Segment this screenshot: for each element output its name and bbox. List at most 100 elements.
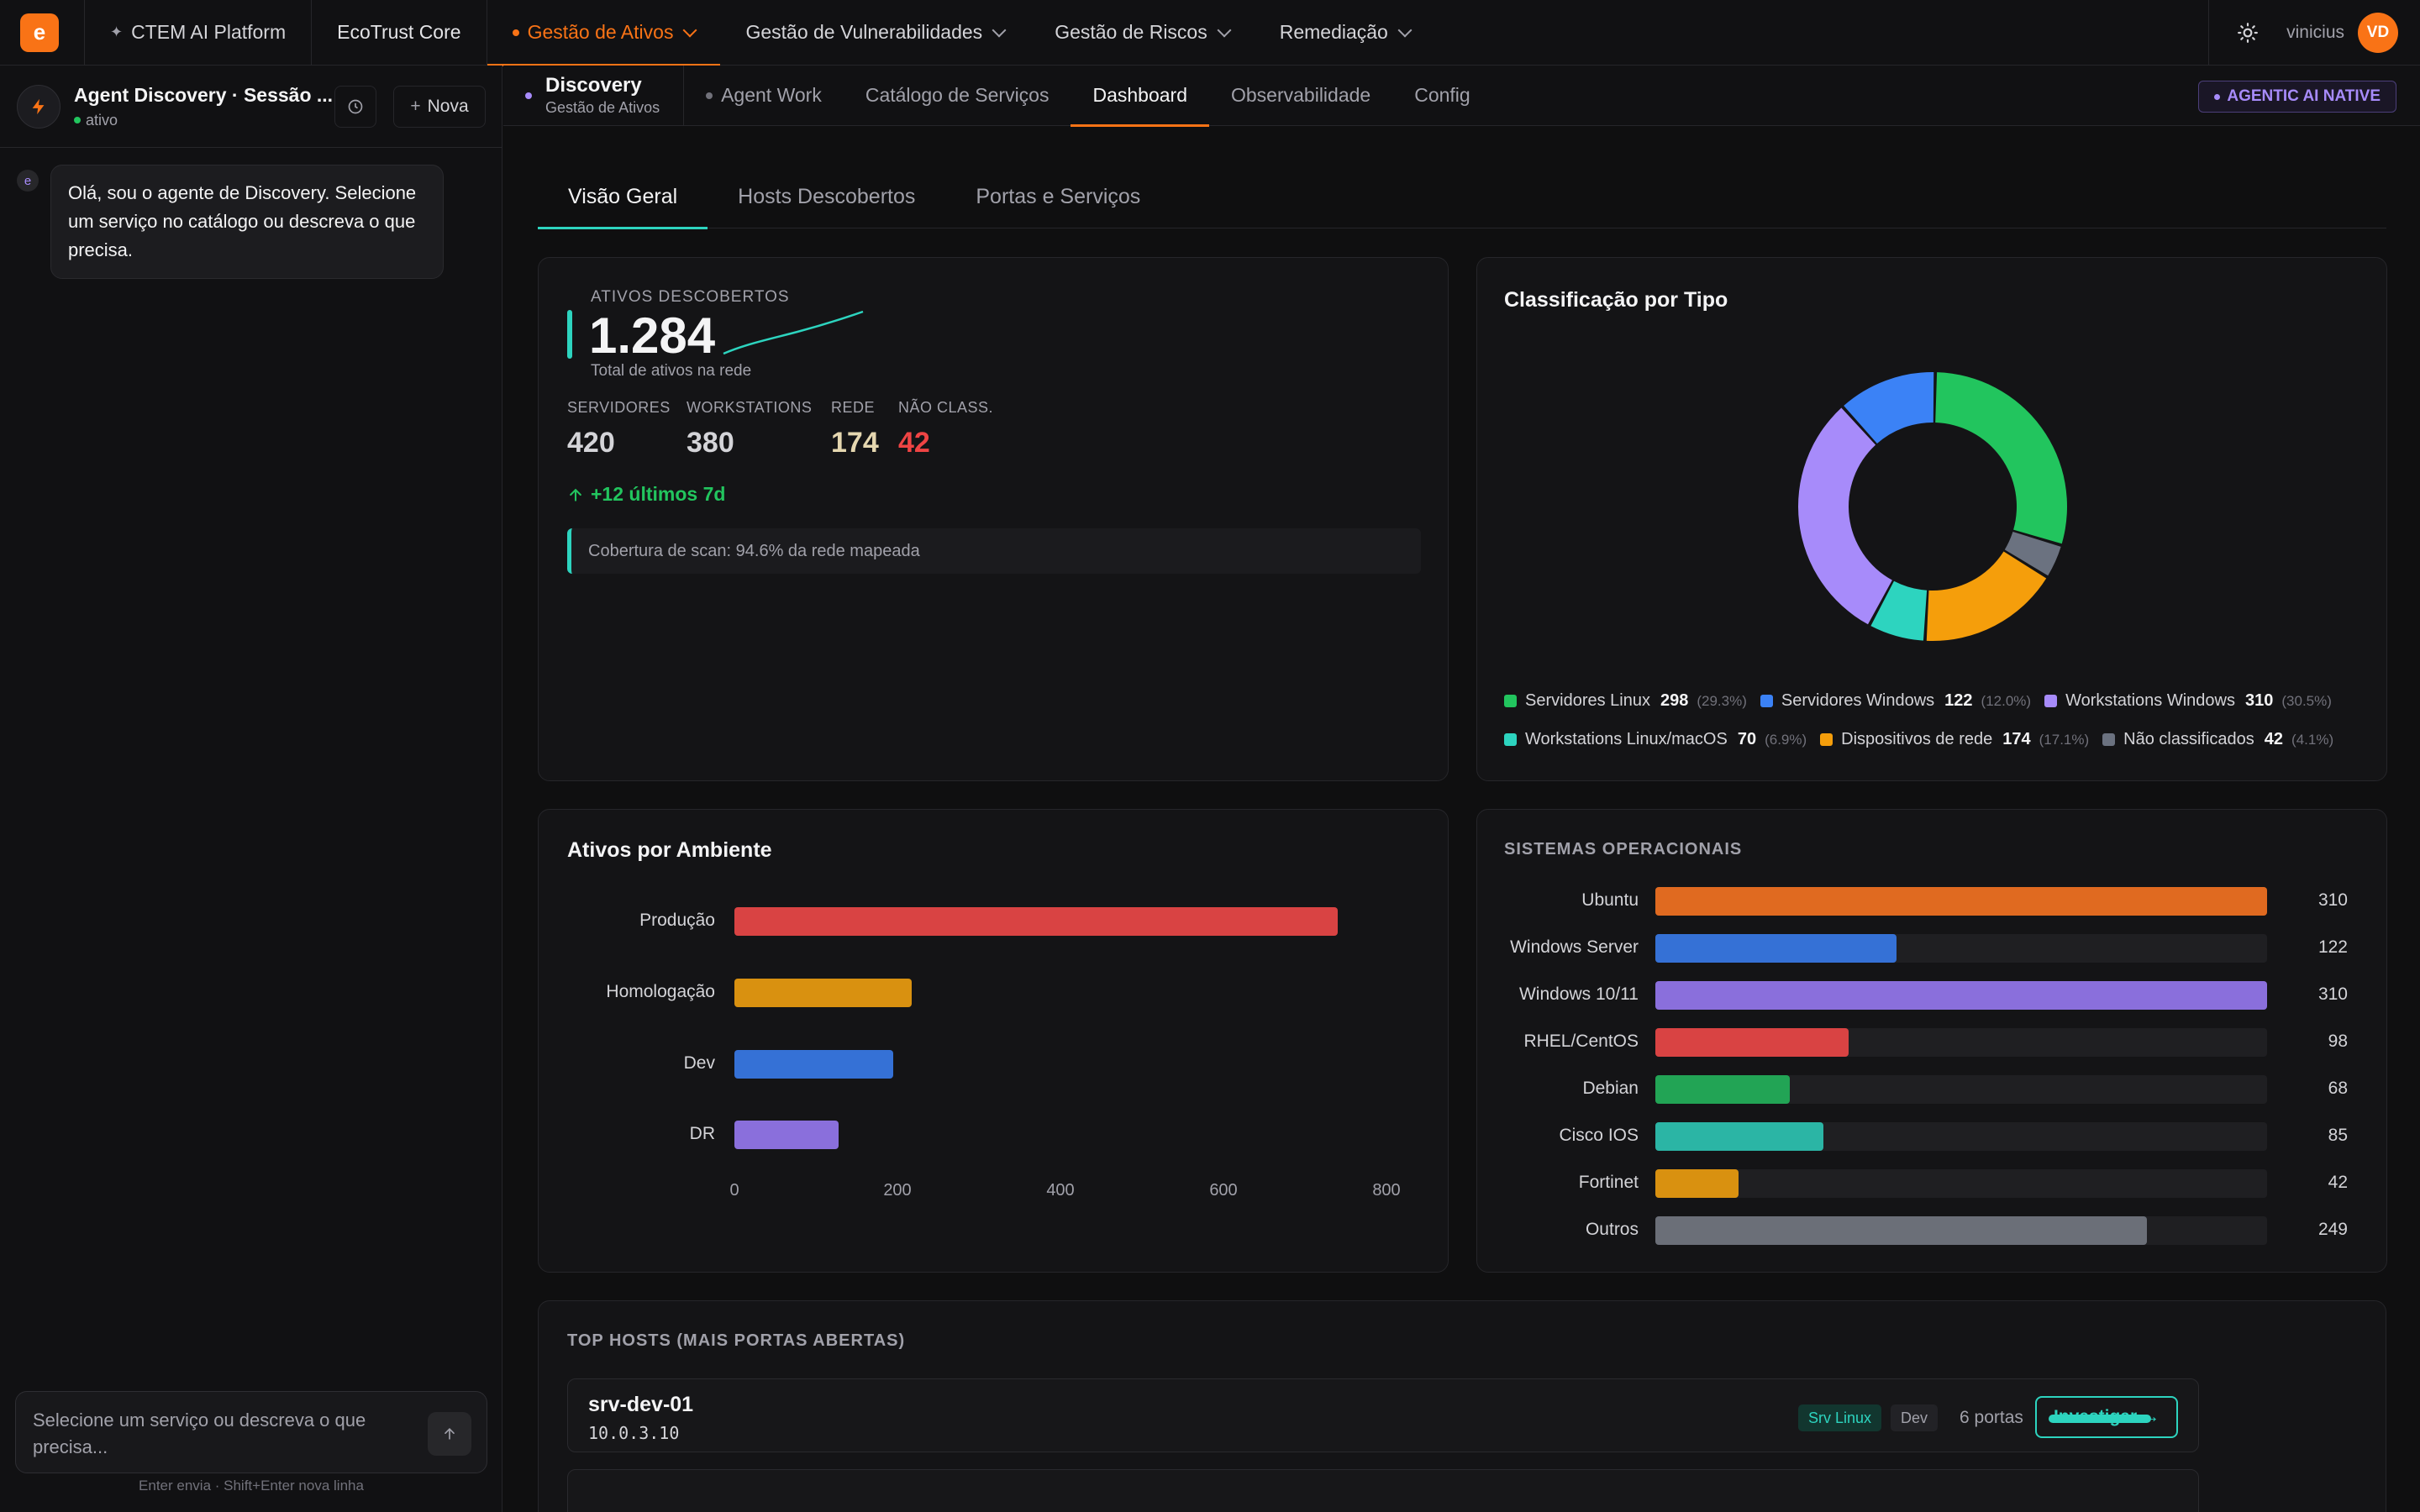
subnav-config[interactable]: Config bbox=[1414, 84, 1470, 106]
os-label-3: RHEL/CentOS bbox=[1523, 1032, 1639, 1051]
ports-bar bbox=[2049, 1415, 2151, 1423]
legend-servidores-linux: Servidores Linux 298 (29.3%) bbox=[1504, 691, 1747, 711]
os-chart-title: SISTEMAS OPERACIONAIS bbox=[1504, 840, 1743, 858]
donut-slice-servidores-linux[interactable] bbox=[1935, 372, 2067, 544]
env-bar-2[interactable] bbox=[734, 1050, 894, 1079]
legend-servidores-windows: Servidores Windows 122 (12.0%) bbox=[1760, 691, 2031, 711]
os-value-1: 122 bbox=[2317, 937, 2348, 957]
nav-ctem-ai-platform[interactable]: ✦ CTEM AI Platform bbox=[110, 21, 287, 43]
new-session-button[interactable]: + Nova bbox=[393, 86, 486, 128]
env-bar-chart: Produção Homologação Dev DR 0 200 400 600 800 bbox=[539, 810, 1449, 1273]
subnav-agent-work[interactable]: Agent Work bbox=[684, 66, 844, 126]
clock-icon bbox=[348, 99, 363, 114]
os-label-1: Windows Server bbox=[1510, 937, 1639, 957]
nav-gestao-de-riscos[interactable]: Gestão de Riscos bbox=[1029, 0, 1255, 66]
agent-panel: Agent Discovery · Sessão ... ativo + Nov… bbox=[0, 66, 502, 1512]
env-x-tick: 0 bbox=[729, 1181, 739, 1200]
nav-remediacao[interactable]: Remediação bbox=[1255, 0, 1435, 66]
os-label-4: Debian bbox=[1582, 1079, 1639, 1098]
os-card: SISTEMAS OPERACIONAIS Ubuntu 310 Windows S… bbox=[1476, 809, 2387, 1273]
os-bar-track-7 bbox=[1655, 1216, 2267, 1245]
user-avatar[interactable]: VD bbox=[2358, 12, 2398, 53]
donut-title: Classificação por Tipo bbox=[1504, 288, 1728, 312]
kpi-value: 1.284 bbox=[589, 307, 716, 364]
os-bar-chart: Ubuntu 310 Windows Server 122 Windows 10/11 3… bbox=[1477, 810, 2388, 1273]
os-bar-0[interactable] bbox=[1655, 887, 2267, 916]
donut-slice-servidores-windows[interactable] bbox=[1844, 372, 1934, 444]
os-bar-4[interactable] bbox=[1655, 1075, 1790, 1104]
nav-gestao-de-vulnerabilidades[interactable]: Gestão de Vulnerabilidades bbox=[720, 0, 1029, 66]
os-value-5: 85 bbox=[2328, 1126, 2348, 1145]
mini-stat-rede: REDE 174 bbox=[831, 399, 879, 459]
lightning-icon bbox=[17, 84, 60, 129]
theme-toggle-button[interactable] bbox=[2228, 13, 2268, 53]
env-label-2: Dev bbox=[683, 1053, 715, 1073]
host-name: srv-dev-01 bbox=[588, 1393, 694, 1416]
history-button[interactable] bbox=[334, 86, 376, 128]
os-value-6: 42 bbox=[2328, 1173, 2348, 1192]
os-label-6: Fortinet bbox=[1578, 1173, 1639, 1192]
os-value-3: 98 bbox=[2328, 1032, 2348, 1051]
app-logo[interactable]: e bbox=[20, 13, 59, 52]
mini-stat-servidores: SERVIDORES 420 bbox=[567, 399, 671, 459]
legend-workstations-windows: Workstations Windows 310 (30.5%) bbox=[2044, 691, 2332, 711]
os-bar-6[interactable] bbox=[1655, 1169, 1739, 1198]
nav-ecotrust-core[interactable]: EcoTrust Core bbox=[337, 21, 461, 43]
donut-slice-workstations-windows[interactable] bbox=[1798, 407, 1892, 625]
message-composer[interactable]: Selecione um serviço ou descreva o que p… bbox=[15, 1391, 487, 1473]
os-bar-track-5 bbox=[1655, 1122, 2267, 1151]
assets-kpi-card: ATIVOS DESCOBERTOS 1.284 Total de ativos… bbox=[538, 257, 1449, 781]
chevron-down-icon bbox=[992, 23, 1007, 37]
tab-portas-servicos[interactable]: Portas e Serviços bbox=[976, 184, 1141, 208]
donut-slice-n-o-classificados[interactable] bbox=[2004, 531, 2061, 576]
os-label-5: Cisco IOS bbox=[1559, 1126, 1639, 1145]
env-bar-0[interactable] bbox=[734, 907, 1338, 936]
agent-work-dot-icon bbox=[706, 92, 713, 99]
env-chart-title: Ativos por Ambiente bbox=[567, 838, 772, 862]
scan-coverage: Cobertura de scan: 94.6% da rede mapeada bbox=[567, 528, 1421, 574]
agentic-badge: AGENTIC AI NATIVE bbox=[2198, 81, 2396, 113]
host-ports: 6 portas bbox=[1960, 1408, 2023, 1427]
chevron-down-icon bbox=[1397, 23, 1413, 37]
sun-icon bbox=[2238, 22, 2259, 43]
tab-hosts-descobertos[interactable]: Hosts Descobertos bbox=[738, 184, 916, 208]
badge-dot-icon bbox=[2214, 93, 2221, 100]
mini-stat-workstations: WORKSTATIONS 380 bbox=[687, 399, 813, 459]
send-button[interactable] bbox=[428, 1412, 471, 1456]
plus-icon: + bbox=[410, 97, 421, 116]
classification-card: Classificação por Tipo Servidores Linux 2… bbox=[1476, 257, 2387, 781]
subnav-catalogo[interactable]: Catálogo de Serviços bbox=[865, 84, 1050, 106]
donut-slice-dispositivos-de-rede[interactable] bbox=[1926, 551, 2047, 641]
composer-hint: Enter envia · Shift+Enter nova linha bbox=[139, 1478, 364, 1494]
os-value-4: 68 bbox=[2328, 1079, 2348, 1098]
module-subnav: Discovery Gestão de Ativos Agent Work Ca… bbox=[503, 65, 2420, 127]
env-bar-3[interactable] bbox=[734, 1121, 839, 1149]
env-label-1: Homologação bbox=[606, 982, 715, 1001]
subnav-observabilidade[interactable]: Observabilidade bbox=[1231, 84, 1371, 106]
host-row[interactable]: srv-dev-01 10.0.3.10 Srv Linux Dev 6 por… bbox=[567, 1378, 2199, 1452]
investigate-button[interactable]: Investigar → bbox=[2034, 1396, 2178, 1438]
tab-visao-geral[interactable]: Visão Geral bbox=[538, 165, 708, 229]
host-type-tag: Srv Linux bbox=[1798, 1404, 1882, 1431]
nav-gestao-de-ativos[interactable]: Gestão de Ativos bbox=[487, 0, 721, 66]
environment-card: Ativos por Ambiente Produção Homologação D… bbox=[538, 809, 1449, 1273]
os-bar-3[interactable] bbox=[1655, 1028, 1849, 1057]
os-bar-5[interactable] bbox=[1655, 1122, 1823, 1151]
host-row[interactable] bbox=[567, 1469, 2199, 1512]
composer-placeholder: Selecione um serviço ou descreva o que p… bbox=[33, 1410, 366, 1457]
subnav-dashboard[interactable]: Dashboard bbox=[1071, 66, 1209, 127]
module-brand[interactable]: Discovery Gestão de Ativos bbox=[503, 65, 685, 126]
os-value-7: 249 bbox=[2317, 1220, 2348, 1239]
os-bar-track-1 bbox=[1655, 934, 2267, 963]
os-bar-track-3 bbox=[1655, 1028, 2267, 1057]
env-bar-1[interactable] bbox=[734, 979, 913, 1007]
os-bar-7[interactable] bbox=[1655, 1216, 2147, 1245]
os-bar-1[interactable] bbox=[1655, 934, 1897, 963]
donut-chart bbox=[1798, 372, 2067, 641]
chevron-down-icon bbox=[1217, 23, 1232, 37]
donut-slice-workstations-linux-macos[interactable] bbox=[1870, 580, 1928, 641]
kpi-label: ATIVOS DESCOBERTOS bbox=[591, 288, 790, 306]
os-bar-2[interactable] bbox=[1655, 981, 2267, 1010]
module-dot-icon bbox=[525, 92, 532, 99]
kpi-accent-bar bbox=[567, 310, 572, 359]
